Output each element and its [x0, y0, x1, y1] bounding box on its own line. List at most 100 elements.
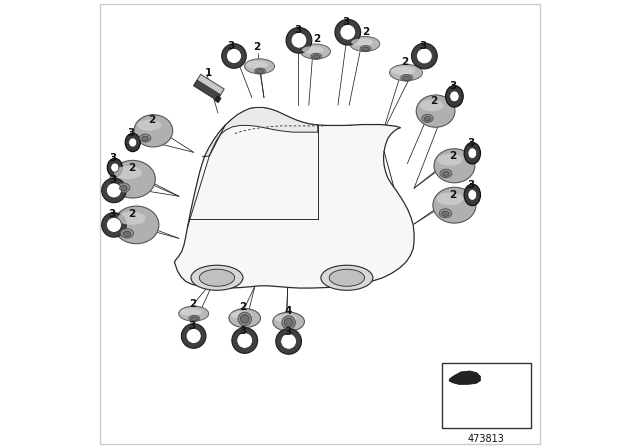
- Ellipse shape: [186, 328, 201, 344]
- Ellipse shape: [391, 67, 415, 75]
- Ellipse shape: [442, 211, 449, 216]
- Ellipse shape: [134, 115, 173, 147]
- Ellipse shape: [179, 306, 209, 321]
- Text: 2: 2: [313, 34, 320, 44]
- Ellipse shape: [340, 24, 356, 40]
- Text: 3: 3: [468, 138, 475, 148]
- Ellipse shape: [106, 217, 122, 233]
- Ellipse shape: [439, 209, 452, 218]
- Ellipse shape: [464, 142, 481, 164]
- Ellipse shape: [275, 314, 296, 323]
- Ellipse shape: [424, 116, 431, 121]
- Ellipse shape: [273, 312, 305, 331]
- Text: 1: 1: [205, 68, 212, 78]
- Ellipse shape: [419, 100, 444, 111]
- Ellipse shape: [301, 44, 330, 59]
- Bar: [442, 363, 531, 428]
- Text: 3: 3: [419, 41, 427, 51]
- Ellipse shape: [257, 69, 264, 73]
- Ellipse shape: [189, 315, 200, 321]
- Ellipse shape: [416, 95, 455, 127]
- Ellipse shape: [436, 193, 463, 205]
- Polygon shape: [193, 80, 221, 100]
- Text: 2: 2: [449, 190, 457, 200]
- Ellipse shape: [302, 46, 324, 54]
- Text: 3: 3: [468, 180, 475, 190]
- Ellipse shape: [229, 309, 260, 327]
- Ellipse shape: [232, 327, 257, 353]
- Ellipse shape: [276, 328, 301, 354]
- Ellipse shape: [140, 134, 151, 142]
- Ellipse shape: [442, 172, 449, 177]
- Ellipse shape: [241, 314, 249, 323]
- Ellipse shape: [102, 178, 126, 202]
- Ellipse shape: [468, 190, 477, 200]
- Ellipse shape: [180, 308, 202, 316]
- Ellipse shape: [120, 185, 127, 191]
- Text: 3: 3: [239, 326, 246, 336]
- Ellipse shape: [311, 53, 322, 59]
- Text: 473813: 473813: [468, 434, 505, 444]
- Text: 2: 2: [239, 302, 246, 312]
- Text: 2: 2: [128, 209, 135, 219]
- Ellipse shape: [335, 19, 360, 45]
- Text: 3: 3: [228, 41, 235, 51]
- Ellipse shape: [362, 47, 369, 51]
- Text: 2: 2: [431, 96, 438, 106]
- Ellipse shape: [255, 68, 266, 74]
- Ellipse shape: [313, 55, 319, 59]
- Ellipse shape: [468, 148, 477, 159]
- Ellipse shape: [286, 27, 312, 53]
- Ellipse shape: [230, 311, 253, 319]
- Text: 2: 2: [401, 57, 409, 67]
- Ellipse shape: [199, 269, 235, 286]
- Ellipse shape: [142, 136, 148, 141]
- Ellipse shape: [291, 32, 307, 48]
- Polygon shape: [174, 108, 414, 288]
- Ellipse shape: [351, 39, 373, 46]
- Ellipse shape: [350, 36, 380, 52]
- Ellipse shape: [433, 187, 476, 223]
- Ellipse shape: [422, 114, 433, 122]
- Ellipse shape: [282, 316, 295, 329]
- Ellipse shape: [403, 76, 410, 80]
- Ellipse shape: [281, 333, 296, 349]
- Ellipse shape: [120, 228, 134, 238]
- Ellipse shape: [221, 44, 246, 68]
- Ellipse shape: [412, 43, 437, 69]
- Text: 2: 2: [189, 299, 196, 309]
- Ellipse shape: [137, 120, 161, 131]
- Ellipse shape: [227, 48, 241, 64]
- Ellipse shape: [238, 312, 252, 326]
- Ellipse shape: [464, 184, 481, 206]
- Ellipse shape: [102, 213, 126, 237]
- Ellipse shape: [445, 86, 463, 107]
- Ellipse shape: [181, 324, 206, 348]
- Polygon shape: [203, 108, 317, 157]
- Text: 3: 3: [342, 17, 349, 27]
- Text: 3: 3: [284, 327, 291, 336]
- Text: 2: 2: [449, 151, 457, 161]
- Ellipse shape: [114, 166, 142, 179]
- Ellipse shape: [360, 46, 371, 52]
- Polygon shape: [214, 96, 221, 103]
- Text: 3: 3: [109, 175, 116, 185]
- Ellipse shape: [123, 231, 131, 237]
- Text: 3: 3: [128, 128, 135, 138]
- Ellipse shape: [106, 183, 122, 198]
- Ellipse shape: [244, 59, 275, 74]
- Text: 3: 3: [109, 209, 116, 219]
- Ellipse shape: [125, 134, 140, 151]
- Ellipse shape: [390, 65, 422, 81]
- Text: 2: 2: [253, 42, 260, 52]
- Ellipse shape: [284, 318, 293, 327]
- Text: 2: 2: [148, 115, 156, 125]
- Ellipse shape: [191, 265, 243, 290]
- Text: 3: 3: [294, 26, 301, 35]
- Polygon shape: [193, 74, 224, 100]
- Ellipse shape: [237, 332, 253, 349]
- Ellipse shape: [191, 317, 198, 321]
- Polygon shape: [449, 371, 481, 384]
- Ellipse shape: [129, 138, 137, 147]
- Text: 2: 2: [128, 164, 135, 173]
